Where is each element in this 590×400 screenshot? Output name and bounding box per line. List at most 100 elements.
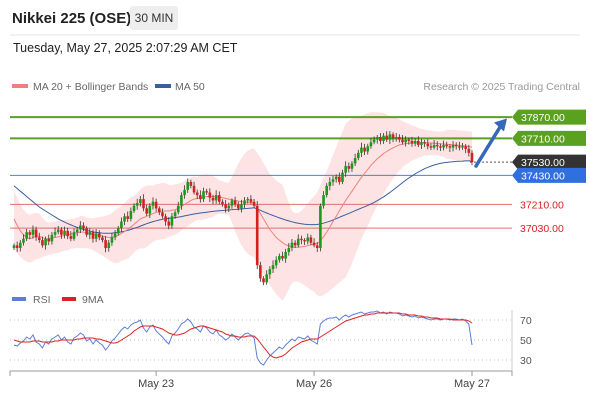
- rsi-tick-30: 30: [520, 355, 532, 367]
- candle-body: [347, 166, 351, 169]
- candle-body: [214, 195, 218, 201]
- x-tick-label: May 26: [296, 378, 332, 390]
- candle-body: [50, 234, 54, 242]
- candle-body: [255, 205, 259, 266]
- candle-body: [218, 195, 221, 202]
- level-resistance-1-tag: [512, 130, 586, 146]
- candle-body: [41, 240, 44, 246]
- candle-body: [312, 242, 316, 246]
- candle-body: [205, 191, 208, 193]
- candle-body: [417, 140, 420, 145]
- x-tick-label: May 27: [454, 378, 490, 390]
- price-levels: [10, 116, 512, 229]
- candle-body: [360, 147, 363, 153]
- chart-header: Nikkei 225 (OSE) 30 MIN: [0, 0, 590, 36]
- candle-body: [442, 144, 445, 148]
- candle-body: [262, 278, 265, 283]
- candle-body: [341, 172, 344, 182]
- level-resistance-0-tag: [512, 109, 586, 125]
- candle-body: [366, 146, 370, 152]
- candle-body: [246, 199, 250, 201]
- candle-body: [82, 225, 85, 229]
- candle-body: [445, 144, 449, 147]
- candle-body: [429, 146, 433, 148]
- candle-body: [401, 139, 404, 143]
- candle-body: [265, 274, 268, 283]
- candle-body: [325, 185, 329, 196]
- candle-body: [91, 232, 95, 239]
- candle-body: [331, 179, 335, 182]
- price-legend: MA 20 + Bollinger Bands MA 50 Research ©…: [12, 81, 580, 93]
- candle-body: [407, 139, 411, 141]
- candle-body: [157, 208, 161, 213]
- candle-body: [126, 216, 130, 219]
- candle-body: [309, 237, 313, 243]
- candle-body: [123, 216, 126, 222]
- candle-body: [94, 233, 98, 239]
- candle-body: [344, 166, 347, 173]
- candle-body: [306, 237, 310, 242]
- candle-body: [281, 255, 284, 259]
- candle-body: [290, 242, 294, 248]
- candle-body: [259, 265, 262, 279]
- candle-body: [268, 269, 272, 275]
- candle-body: [104, 240, 107, 248]
- candle-body: [221, 201, 224, 205]
- candle-body: [97, 233, 101, 238]
- candle-body: [113, 233, 117, 238]
- forecast-arrow: [474, 118, 507, 168]
- candle-body: [464, 146, 467, 149]
- candle-body: [230, 200, 234, 206]
- candle-body: [56, 229, 60, 233]
- candle-body: [432, 144, 436, 148]
- candle-body: [44, 238, 47, 246]
- candle-body: [296, 238, 300, 246]
- candle-body: [132, 205, 136, 211]
- candle-body: [47, 238, 51, 242]
- candle-body: [224, 204, 227, 209]
- candle-body: [116, 228, 120, 234]
- ma20-legend-label: MA 20 + Bollinger Bands: [33, 81, 148, 93]
- candle-body: [240, 204, 243, 209]
- candle-body: [69, 236, 73, 239]
- candle-body: [322, 195, 325, 206]
- candle-body: [60, 229, 63, 235]
- candle-body: [300, 238, 303, 241]
- candle-body: [439, 146, 442, 148]
- ma50-legend-swatch: [155, 84, 171, 88]
- candle-body: [66, 230, 69, 237]
- candle-body: [154, 201, 158, 209]
- ma50-legend-label: MA 50: [175, 81, 205, 93]
- candle-body: [404, 139, 407, 143]
- candle-body: [110, 237, 114, 243]
- candle-body: [249, 199, 253, 202]
- candle-body: [391, 134, 395, 139]
- x-tick-label: May 23: [138, 378, 174, 390]
- candle-body: [176, 205, 180, 213]
- candle-body: [410, 140, 414, 144]
- level-support-4-label: 37210.00: [520, 199, 564, 211]
- candle-body: [63, 230, 66, 235]
- candle-body: [189, 181, 193, 186]
- candle-body: [37, 237, 41, 241]
- candle-body: [284, 251, 287, 259]
- candle-body: [413, 140, 417, 144]
- rsi-ma-legend-swatch: [62, 297, 76, 301]
- candle-body: [426, 143, 430, 147]
- rsi-ma-legend-label: 9MA: [82, 294, 104, 306]
- candle-body: [315, 245, 319, 248]
- candle-body: [25, 232, 28, 239]
- candle-body: [199, 195, 202, 200]
- candle-body: [164, 216, 167, 222]
- rsi-legend: RSI 9MA: [12, 294, 104, 306]
- candle-body: [243, 200, 246, 205]
- candle-body: [252, 201, 256, 206]
- timeframe-button[interactable]: 30 MIN: [130, 6, 178, 30]
- candle-body: [28, 232, 32, 235]
- candle-body: [180, 195, 183, 206]
- candle-body: [385, 135, 389, 140]
- candle-body: [145, 208, 148, 214]
- level-pivot-3-tag: [512, 167, 586, 183]
